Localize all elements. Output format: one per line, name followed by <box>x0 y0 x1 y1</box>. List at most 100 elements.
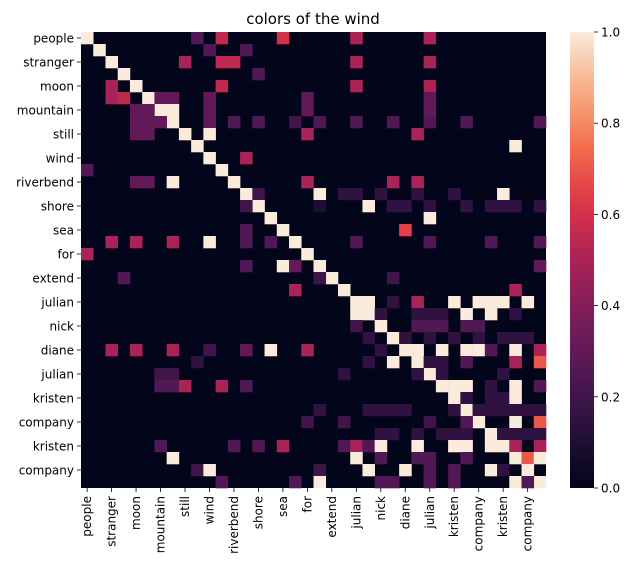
heatmap-cell <box>191 140 204 153</box>
heatmap-cell <box>460 380 473 393</box>
heatmap-cell <box>362 200 375 213</box>
heatmap-cell <box>533 416 547 429</box>
heatmap-cell <box>203 236 216 249</box>
heatmap-cell <box>497 296 510 309</box>
heatmap-cell <box>215 164 229 177</box>
heatmap-cell <box>460 440 473 453</box>
heatmap-cell <box>448 428 461 441</box>
heatmap-cell <box>411 176 424 189</box>
heatmap-cell <box>276 440 290 453</box>
heatmap-cell <box>423 92 437 105</box>
heatmap-cell <box>411 368 424 381</box>
heatmap-cell <box>252 68 265 81</box>
heatmap-cell <box>460 404 473 417</box>
heatmap-cell <box>460 392 473 405</box>
y-tick-label: company <box>19 464 74 478</box>
heatmap-cell <box>252 188 265 201</box>
heatmap-cell <box>460 200 473 213</box>
heatmap-cell <box>423 368 437 381</box>
heatmap-cell <box>484 200 498 213</box>
heatmap-cell <box>81 248 94 261</box>
heatmap-cell <box>521 428 535 441</box>
heatmap-cell <box>350 440 363 453</box>
heatmap-cell <box>484 296 498 309</box>
heatmap-cell <box>350 56 363 69</box>
heatmap-cell <box>203 464 216 477</box>
heatmap-cell <box>423 56 437 69</box>
heatmap-cell <box>423 464 437 477</box>
heatmap-cell <box>337 368 351 381</box>
heatmap-cell <box>264 236 278 249</box>
heatmap-cell <box>448 404 461 417</box>
heatmap-cell <box>521 296 535 309</box>
x-tick-label: shore <box>251 496 265 529</box>
heatmap-cell <box>460 320 473 333</box>
heatmap-cell <box>509 284 522 297</box>
heatmap-cell <box>509 404 522 417</box>
x-tick-label: mountain <box>154 496 168 553</box>
y-tick-label: kristen <box>33 392 74 406</box>
x-tick-label: company <box>472 496 486 551</box>
heatmap-cell <box>448 188 461 201</box>
heatmap-cell <box>521 464 535 477</box>
y-axis: people stranger moon mountain still wind river… <box>16 32 81 478</box>
heatmap-cell <box>460 416 473 429</box>
heatmap-cell <box>105 236 119 249</box>
heatmap-cell <box>240 380 253 393</box>
heatmap-cell <box>423 200 437 213</box>
heatmap-cell <box>240 236 253 249</box>
heatmap-cell <box>386 200 400 213</box>
heatmap-cell <box>509 380 522 393</box>
heatmap-cell <box>448 332 461 345</box>
heatmap-cell <box>350 80 363 93</box>
heatmap-cell <box>374 344 388 357</box>
heatmap-cell <box>460 452 473 465</box>
heatmap-cell <box>521 332 535 345</box>
heatmap-cell <box>423 308 437 321</box>
heatmap-cell <box>533 476 547 489</box>
heatmap-cell <box>533 428 547 441</box>
colorbar-tick-label: 1.0 <box>601 26 620 40</box>
heatmap-cell <box>313 404 327 417</box>
heatmap-cell <box>399 464 412 477</box>
heatmap-cell <box>399 224 412 237</box>
heatmap-cell <box>252 200 265 213</box>
heatmap-cell <box>105 80 119 93</box>
heatmap-cell <box>484 428 498 441</box>
heatmap-cell <box>374 404 388 417</box>
heatmap-cell <box>142 128 155 141</box>
heatmap-cell <box>142 176 155 189</box>
heatmap-cell <box>509 356 522 369</box>
heatmap-cell <box>313 272 327 285</box>
heatmap-cell <box>240 224 253 237</box>
heatmap-cell <box>203 128 216 141</box>
heatmap-cell <box>497 464 510 477</box>
heatmap-cell <box>472 344 486 357</box>
heatmap-cell <box>301 176 314 189</box>
heatmap-cell <box>240 260 253 273</box>
heatmap-cell <box>386 272 400 285</box>
heatmap-cell <box>423 452 437 465</box>
heatmap-cell <box>509 416 522 429</box>
heatmap-cell <box>93 44 106 57</box>
heatmap-cell <box>350 188 363 201</box>
heatmap-cell <box>435 320 449 333</box>
heatmap-cell <box>142 92 155 105</box>
colorbar-tick-label: 0.0 <box>601 482 620 496</box>
heatmap-cell <box>484 236 498 249</box>
heatmap-cell <box>129 128 143 141</box>
heatmap-cell <box>142 104 155 117</box>
heatmap-cell <box>386 116 400 129</box>
heatmap-cell <box>374 452 388 465</box>
heatmap-cell <box>313 200 327 213</box>
heatmap-cell <box>435 368 449 381</box>
heatmap-cell <box>289 116 302 129</box>
heatmap-cell <box>423 116 437 129</box>
heatmap-cell <box>117 92 131 105</box>
heatmap-cell <box>191 464 204 477</box>
heatmap-cell <box>399 332 412 345</box>
heatmap-cell <box>129 116 143 129</box>
heatmap-cell <box>276 32 290 45</box>
chart-title: colors of the wind <box>246 10 380 28</box>
heatmap-cell <box>264 212 278 225</box>
